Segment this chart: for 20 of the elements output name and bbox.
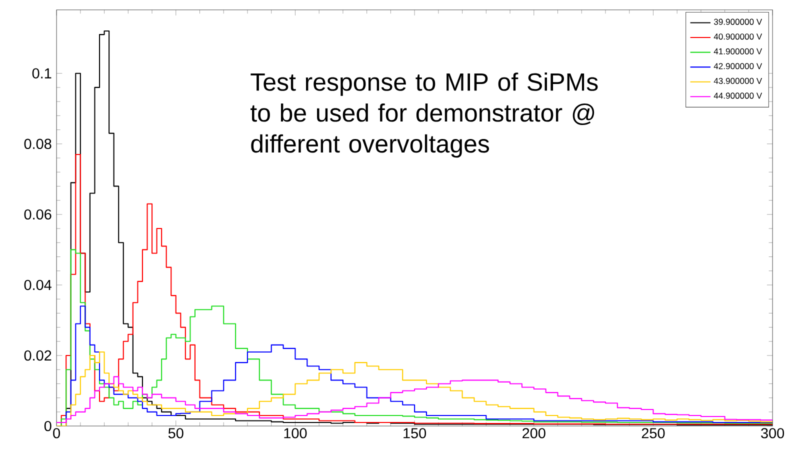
y-tick-label: 0.08 xyxy=(24,138,52,150)
annotation: Test response to MIP of SiPMs to be used for demonstrator @ different overvoltages xyxy=(250,72,598,158)
y-tick-label: 0.1 xyxy=(32,68,52,79)
legend-label: 42.900000 V xyxy=(714,63,762,70)
x-tick-label: 300 xyxy=(761,428,784,438)
y-tick-label: 0.02 xyxy=(24,350,52,361)
x-tick-label: 200 xyxy=(522,428,546,438)
legend-label: 44.900000 V xyxy=(714,92,762,99)
legend-label: 39.900000 V xyxy=(714,18,762,25)
y-tick-label: 0 xyxy=(44,421,52,432)
x-tick-label: 150 xyxy=(404,428,426,438)
y-tick-label: 0.04 xyxy=(24,280,52,290)
x-tick-label: 100 xyxy=(284,428,307,438)
x-tick-label: 0 xyxy=(53,428,60,438)
x-tick-label: 250 xyxy=(642,428,665,438)
legend-label: 41.900000 V xyxy=(714,48,762,55)
x-tick-label: 50 xyxy=(168,428,184,438)
y-tick-label: 0.06 xyxy=(24,209,52,220)
legend-label: 43.900000 V xyxy=(714,78,762,84)
legend-label: 40.900000 V xyxy=(714,34,762,40)
